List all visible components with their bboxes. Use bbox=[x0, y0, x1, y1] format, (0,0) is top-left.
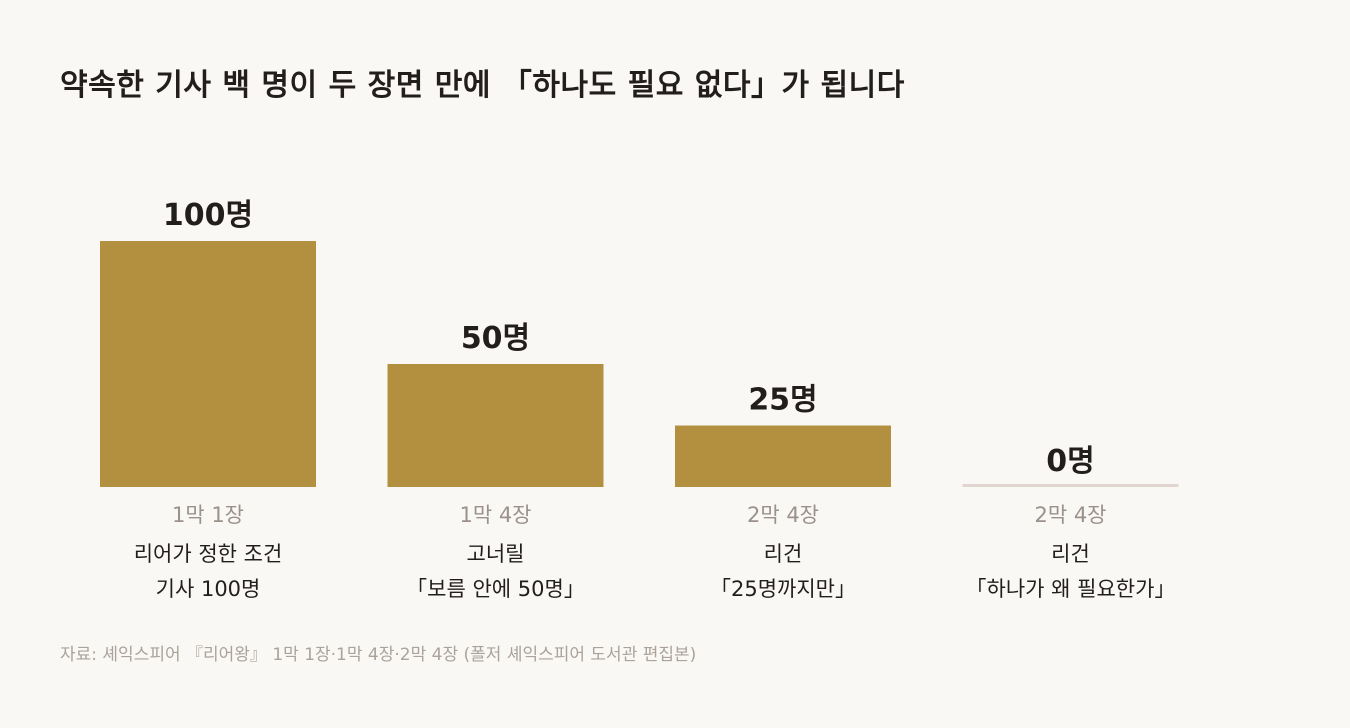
source-note: 자료: 셰익스피어 『리어왕』 1막 1장·1막 4장·2막 4장 (폴저 셰익… bbox=[60, 645, 697, 665]
bar bbox=[675, 425, 891, 487]
bar bbox=[100, 241, 316, 487]
category-label: 1막 4장 bbox=[459, 503, 531, 527]
bar bbox=[387, 364, 604, 487]
category-description: 고너릴 bbox=[467, 542, 525, 566]
category-description: 기사 100명 bbox=[156, 577, 261, 601]
category-label: 1막 1장 bbox=[172, 503, 244, 527]
bar-value-label: 50명 bbox=[461, 321, 530, 356]
bar-zero-line bbox=[962, 484, 1179, 487]
chart-title: 약속한 기사 백 명이 두 장면 만에 「하나도 필요 없다」가 됩니다 bbox=[60, 68, 905, 103]
bar-value-label: 100명 bbox=[163, 198, 253, 233]
category-description: 리어가 정한 조건 bbox=[134, 542, 283, 566]
category-description: 「25명까지만」 bbox=[710, 577, 856, 601]
category-description: 리건 bbox=[764, 542, 803, 566]
category-description: 「하나가 왜 필요한가」 bbox=[966, 577, 1176, 601]
category-description: 「보름 안에 50명」 bbox=[406, 577, 585, 601]
category-description: 리건 bbox=[1051, 542, 1090, 566]
bar-value-label: 25명 bbox=[748, 383, 817, 418]
category-label: 2막 4장 bbox=[1034, 503, 1106, 527]
bar-value-label: 0명 bbox=[1046, 444, 1094, 479]
category-label: 2막 4장 bbox=[747, 503, 819, 527]
